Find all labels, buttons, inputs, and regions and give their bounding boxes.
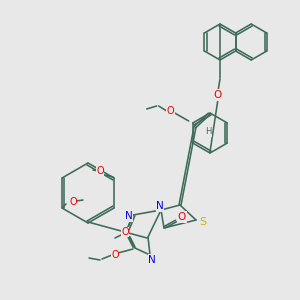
Text: O: O: [121, 227, 129, 237]
Text: S: S: [200, 217, 207, 227]
Text: O: O: [111, 250, 119, 260]
Text: O: O: [96, 166, 104, 176]
Text: N: N: [125, 211, 133, 221]
Text: N: N: [156, 201, 164, 211]
Text: O: O: [69, 197, 77, 207]
Text: H: H: [205, 128, 211, 136]
Text: O: O: [214, 90, 222, 100]
Text: O: O: [178, 212, 186, 222]
Text: N: N: [148, 255, 156, 265]
Text: O: O: [167, 106, 175, 116]
